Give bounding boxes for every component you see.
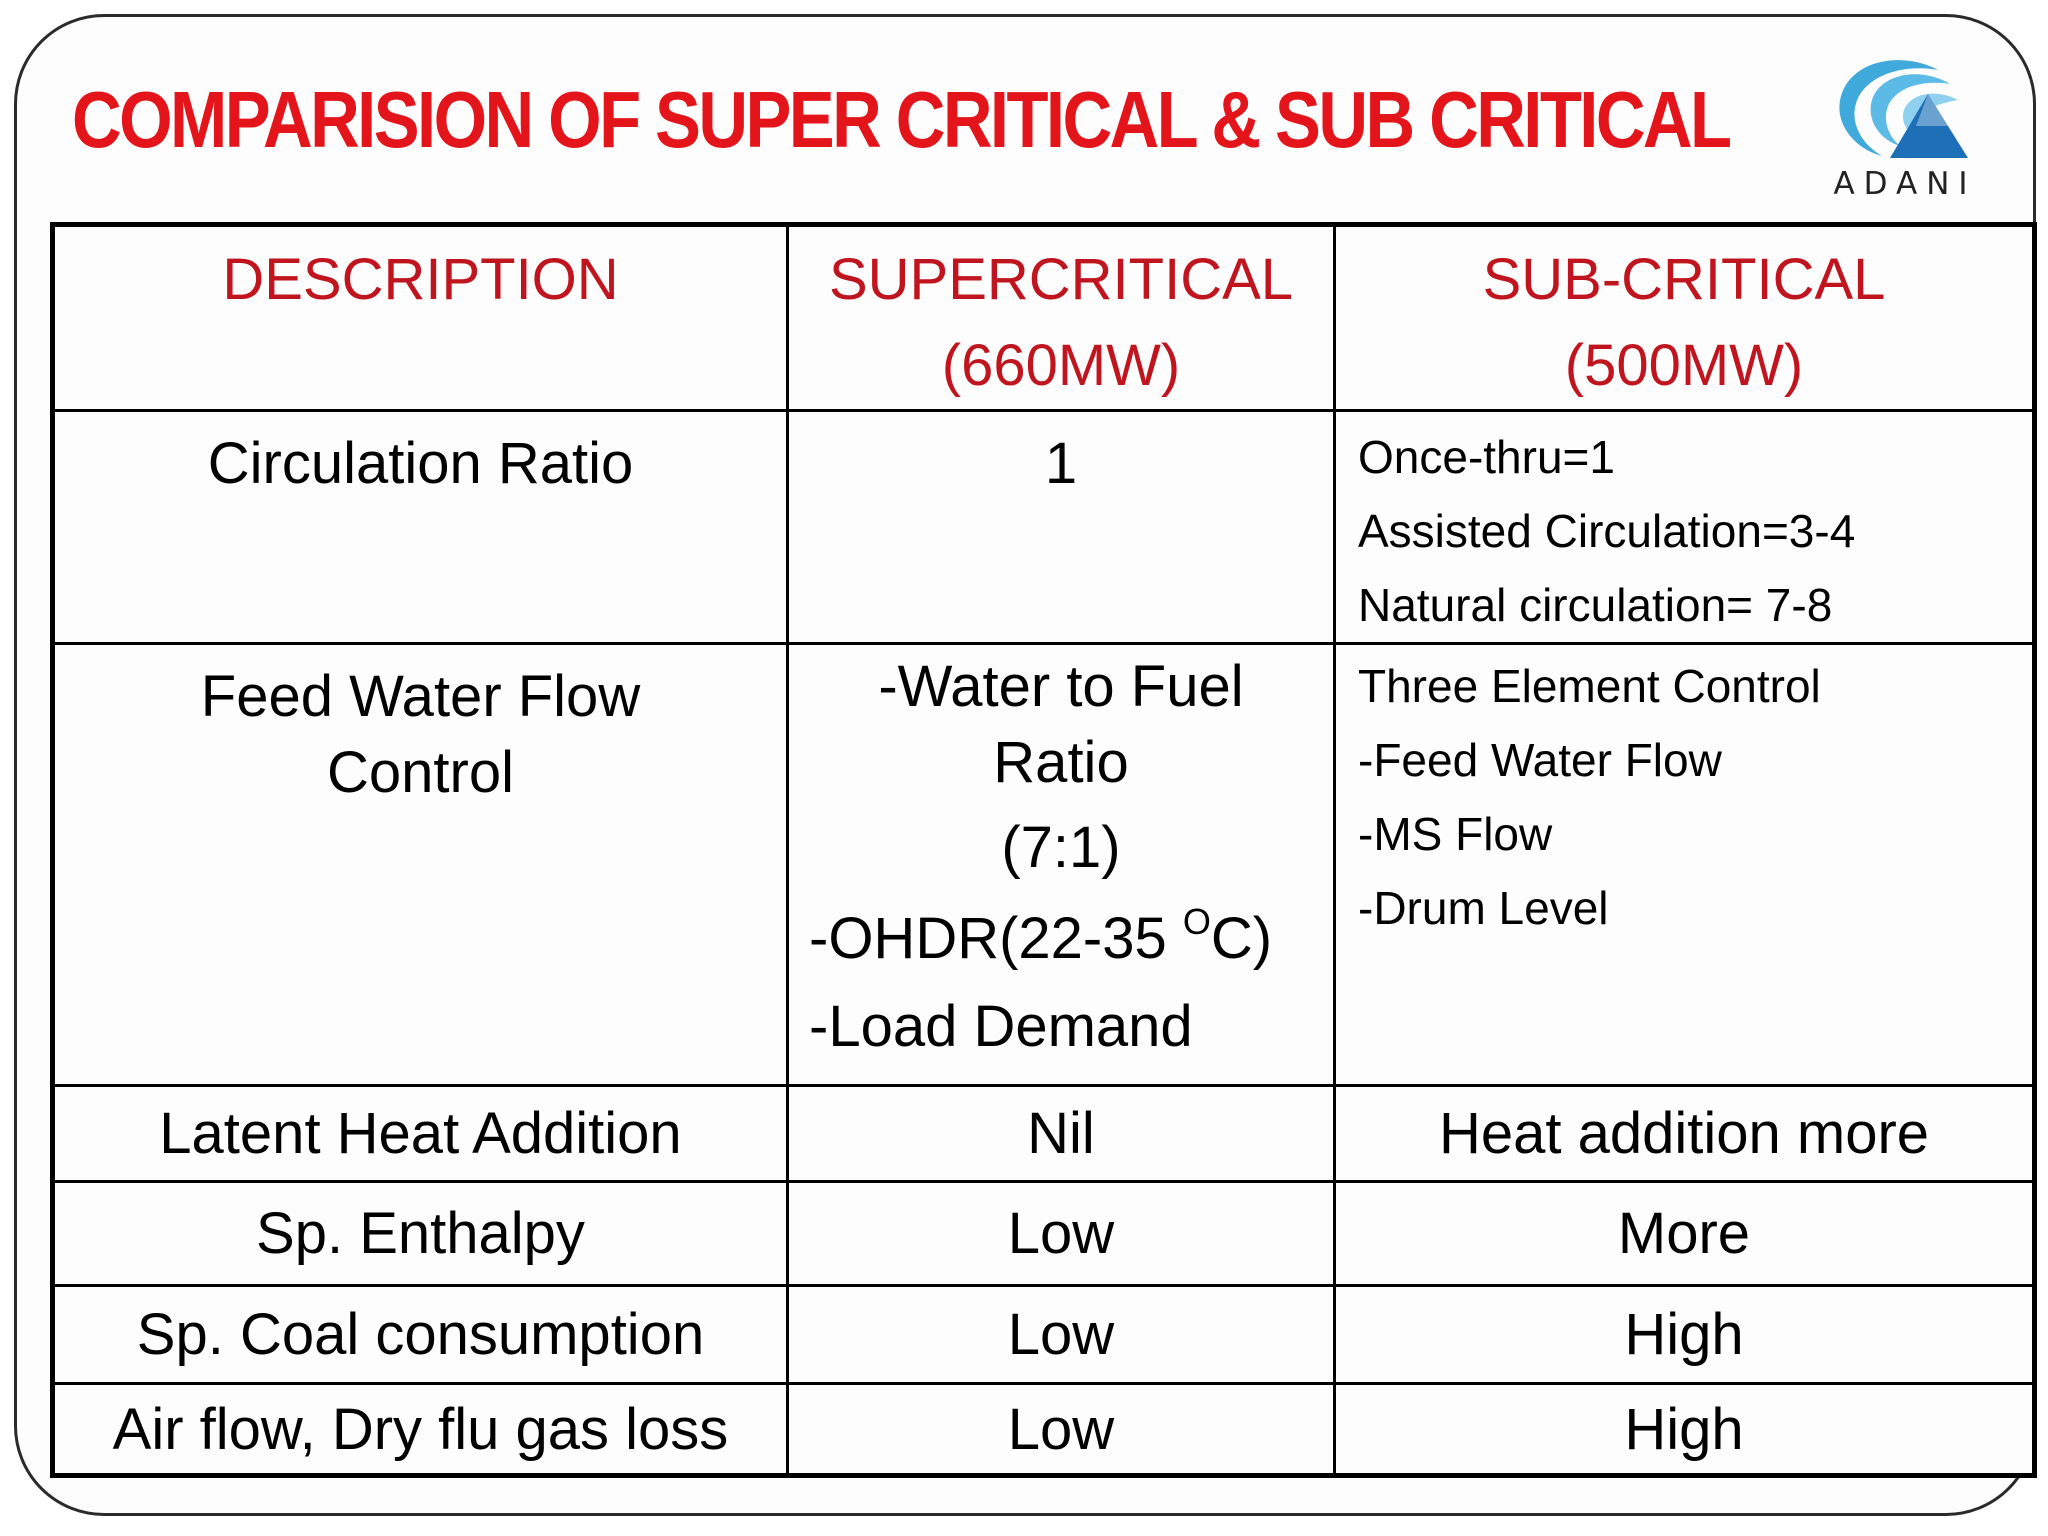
- row-supercritical: Low: [786, 1382, 1336, 1477]
- row-subcritical: Heat addition more: [1333, 1084, 2036, 1183]
- row-subcritical: Three Element Control -Feed Water Flow -…: [1333, 642, 2036, 1087]
- row-subcritical: High: [1333, 1382, 2036, 1477]
- row-description: Sp. Coal consumption: [51, 1284, 789, 1385]
- table-row: Air flow, Dry flu gas loss Low High: [51, 1382, 2036, 1477]
- table-header-row: DESCRIPTION SUPERCRITICAL (660MW) SUB-CR…: [51, 223, 2036, 412]
- list-item: Assisted Circulation=3-4: [1358, 505, 1856, 557]
- adani-logo: ADANI: [1820, 48, 2020, 202]
- row-supercritical: Low: [786, 1284, 1336, 1385]
- row-supercritical: -Water to Fuel Ratio (7:1) -OHDR(22-35 O…: [786, 642, 1336, 1087]
- row-subcritical: More: [1333, 1180, 2036, 1287]
- list-item: Natural circulation= 7-8: [1358, 579, 1833, 631]
- header-subcritical: SUB-CRITICAL (500MW): [1333, 223, 2036, 412]
- list-item: -MS Flow: [1358, 808, 1553, 860]
- comparison-table: DESCRIPTION SUPERCRITICAL (660MW) SUB-CR…: [50, 222, 2037, 1478]
- row-description: Latent Heat Addition: [51, 1084, 789, 1183]
- row-supercritical: 1: [786, 409, 1336, 645]
- table-row: Sp. Enthalpy Low More: [51, 1180, 2036, 1287]
- list-item: Once-thru=1: [1358, 431, 1615, 483]
- slide-title: COMPARISION OF SUPER CRITICAL & SUB CRIT…: [72, 75, 1732, 164]
- table-row: Sp. Coal consumption Low High: [51, 1284, 2036, 1385]
- row-description: Air flow, Dry flu gas loss: [51, 1382, 789, 1477]
- table-row: Feed Water Flow Control -Water to Fuel R…: [51, 642, 2036, 1087]
- row-description: Feed Water Flow Control: [51, 642, 789, 1087]
- table-row: Latent Heat Addition Nil Heat addition m…: [51, 1084, 2036, 1183]
- logo-text: ADANI: [1833, 166, 1977, 202]
- adani-logo-icon: [1839, 60, 1968, 158]
- row-subcritical: Once-thru=1 Assisted Circulation=3-4 Nat…: [1333, 409, 2036, 645]
- table-row: Circulation Ratio 1 Once-thru=1 Assisted…: [51, 409, 2036, 645]
- list-item: -Feed Water Flow: [1358, 734, 1722, 786]
- row-supercritical: Nil: [786, 1084, 1336, 1183]
- header-supercritical: SUPERCRITICAL (660MW): [786, 223, 1336, 412]
- list-item: -Drum Level: [1358, 882, 1609, 934]
- ohdr-line: -OHDR(22-35 OC): [809, 901, 1273, 972]
- row-description: Circulation Ratio: [51, 409, 789, 645]
- row-subcritical: High: [1333, 1284, 2036, 1385]
- header-description: DESCRIPTION: [51, 223, 789, 412]
- row-supercritical: Low: [786, 1180, 1336, 1287]
- row-description: Sp. Enthalpy: [51, 1180, 789, 1287]
- list-item: Three Element Control: [1358, 660, 1821, 712]
